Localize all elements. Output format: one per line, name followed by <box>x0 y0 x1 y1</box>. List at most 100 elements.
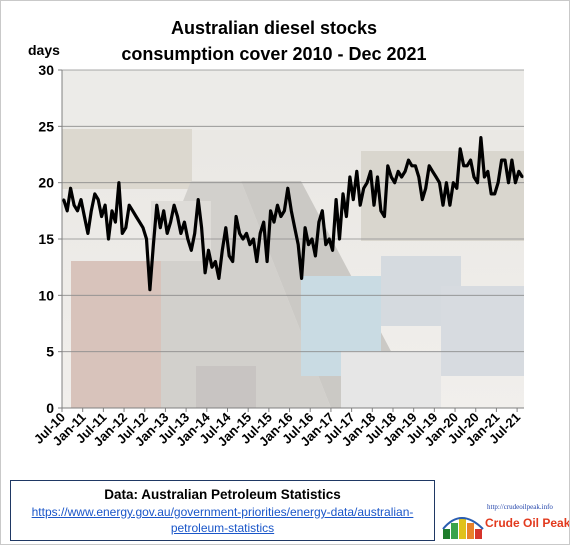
data-point <box>310 237 314 241</box>
data-point <box>283 209 286 212</box>
data-point <box>148 288 152 291</box>
series-group <box>62 136 524 292</box>
data-point <box>86 232 90 235</box>
data-point <box>421 198 424 201</box>
data-point <box>324 243 327 246</box>
data-point <box>469 158 472 162</box>
y-tick-label: 10 <box>38 287 54 303</box>
data-point <box>79 198 83 201</box>
data-point <box>103 204 107 207</box>
data-point <box>472 175 476 179</box>
chart-title-line2: consumption cover 2010 - Dec 2021 <box>121 44 426 64</box>
data-point <box>276 204 279 207</box>
data-point <box>134 215 138 218</box>
data-point <box>238 232 241 235</box>
data-point <box>490 192 493 196</box>
data-point <box>255 260 258 263</box>
data-point <box>514 181 517 184</box>
data-point <box>265 260 269 263</box>
data-point <box>510 158 514 162</box>
data-point <box>331 249 334 252</box>
data-point <box>217 277 221 280</box>
data-point <box>379 209 383 212</box>
data-point <box>345 215 348 218</box>
data-point <box>517 170 520 173</box>
data-point <box>245 232 248 235</box>
chart-title-line1: Australian diesel stocks <box>171 18 377 38</box>
data-point <box>521 175 524 179</box>
y-tick-label: 20 <box>38 175 54 191</box>
data-point <box>269 209 272 212</box>
y-tick-label: 30 <box>38 62 54 78</box>
data-point <box>317 220 321 224</box>
data-point <box>483 175 486 179</box>
data-point <box>107 237 110 241</box>
data-point <box>145 237 148 241</box>
data-point <box>455 187 458 190</box>
data-point <box>414 164 417 167</box>
data-point <box>479 136 483 139</box>
data-point <box>114 220 117 224</box>
data-point <box>62 198 65 201</box>
data-point <box>500 158 503 162</box>
source-link[interactable]: https://www.energy.gov.au/government-pri… <box>31 505 414 535</box>
data-point <box>428 164 431 167</box>
data-point <box>493 192 496 196</box>
data-point <box>117 181 121 184</box>
data-point <box>241 237 245 241</box>
data-point <box>407 158 410 162</box>
data-point <box>179 232 183 235</box>
data-point <box>221 249 224 252</box>
data-point <box>172 204 176 207</box>
data-point <box>365 181 369 184</box>
data-point <box>441 204 445 207</box>
data-point <box>403 170 407 173</box>
data-point <box>286 187 289 190</box>
data-point <box>141 226 145 229</box>
data-point <box>359 204 362 207</box>
data-point <box>376 175 379 179</box>
logo-url: http://crudeoilpeak.info <box>487 503 553 511</box>
data-point <box>328 237 331 241</box>
data-point <box>166 232 169 235</box>
data-point <box>162 209 165 212</box>
y-axis-label: days <box>28 42 60 58</box>
data-point <box>66 209 69 212</box>
data-point <box>445 181 448 184</box>
data-point <box>193 232 196 235</box>
data-point <box>210 266 214 269</box>
data-point <box>234 215 238 218</box>
data-point <box>486 170 489 173</box>
data-point <box>279 215 283 218</box>
data-point <box>121 232 124 235</box>
data-point <box>228 254 231 258</box>
data-point <box>386 164 389 167</box>
data-point <box>262 220 265 224</box>
data-point <box>452 181 455 184</box>
data-point <box>90 209 93 212</box>
data-point <box>93 192 97 196</box>
data-point <box>259 232 262 235</box>
y-tick-label: 0 <box>46 400 54 416</box>
data-point <box>397 170 400 173</box>
data-point <box>448 204 452 207</box>
source-box: Data: Australian Petroleum Statistics ht… <box>10 480 435 541</box>
data-point <box>293 226 296 229</box>
data-point <box>203 271 207 274</box>
data-point <box>383 215 386 218</box>
data-point <box>348 175 352 179</box>
data-point <box>248 243 252 246</box>
data-point <box>410 164 414 167</box>
logo-name: Crude Oil Peak <box>485 516 570 530</box>
data-point <box>355 170 358 173</box>
crude-oil-peak-logo: http://crudeoilpeak.info Crude Oil Peak <box>441 501 569 541</box>
data-point <box>338 237 341 241</box>
data-point <box>314 254 317 258</box>
data-point <box>176 215 179 218</box>
data-point <box>190 249 193 252</box>
data-point <box>290 209 293 212</box>
data-point <box>390 175 393 179</box>
data-point <box>417 175 420 179</box>
data-point <box>200 226 203 229</box>
data-point <box>252 237 255 241</box>
